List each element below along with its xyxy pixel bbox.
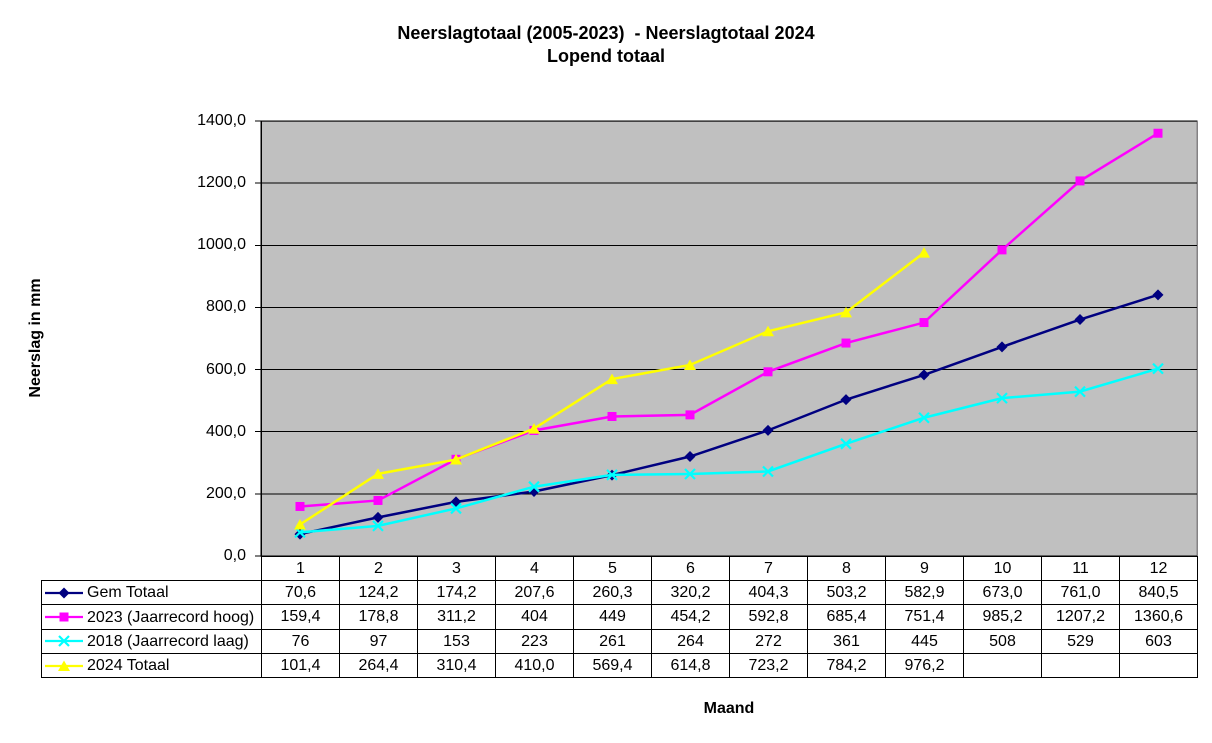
value-cell: 310,4 <box>417 652 496 679</box>
value-cell: 207,6 <box>495 579 574 606</box>
x-axis-title: Maand <box>703 700 755 717</box>
value-cell: 673,0 <box>963 579 1042 606</box>
value-cell: 751,4 <box>885 604 964 630</box>
value-cell: 508 <box>963 628 1042 654</box>
legend-cell: 2018 (Jaarrecord laag) <box>41 628 262 654</box>
value-cell: 761,0 <box>1041 579 1120 606</box>
value-cell: 264,4 <box>339 652 418 679</box>
table-header-row: 1 2 3 4 5 6 7 8 9 10 11 12 <box>42 556 1198 581</box>
value-cell: 685,4 <box>807 604 886 630</box>
value-cell: 1360,6 <box>1119 604 1198 630</box>
value-cell: 454,2 <box>651 604 730 630</box>
month-header-cell: 7 <box>729 556 808 581</box>
value-cell: 569,4 <box>573 652 652 679</box>
value-cell: 1207,2 <box>1041 604 1120 630</box>
series-name-label: 2024 Totaal <box>87 657 170 675</box>
value-cell: 159,4 <box>261 604 340 630</box>
plot-background <box>260 120 1198 557</box>
series-name-label: 2018 (Jaarrecord laag) <box>87 632 249 650</box>
value-cell: 976,2 <box>885 652 964 679</box>
value-cell: 178,8 <box>339 604 418 630</box>
month-header-cell: 2 <box>339 556 418 581</box>
value-cell: 124,2 <box>339 579 418 606</box>
month-header-cell: 1 <box>261 556 340 581</box>
month-header-cell: 6 <box>651 556 730 581</box>
value-cell: 261 <box>573 628 652 654</box>
month-header-cell: 12 <box>1119 556 1198 581</box>
square-marker-icon <box>44 608 84 626</box>
value-cell: 361 <box>807 628 886 654</box>
value-cell: 404,3 <box>729 579 808 606</box>
value-cell: 311,2 <box>417 604 496 630</box>
value-cell: 410,0 <box>495 652 574 679</box>
value-cell: 529 <box>1041 628 1120 654</box>
value-cell: 101,4 <box>261 652 340 679</box>
series-triangle <box>294 247 930 530</box>
month-header-cell: 8 <box>807 556 886 581</box>
chart-title: Neerslagtotaal (2005-2023) - Neerslagtot… <box>397 23 815 43</box>
month-header-cell: 10 <box>963 556 1042 581</box>
value-cell: 272 <box>729 628 808 654</box>
triangle-marker-icon <box>44 657 84 675</box>
value-cell <box>1119 652 1198 679</box>
value-cell: 153 <box>417 628 496 654</box>
value-cell: 784,2 <box>807 652 886 679</box>
month-header-cell: 9 <box>885 556 964 581</box>
value-cell: 592,8 <box>729 604 808 630</box>
y-axis-tick-label: 800,0 <box>205 298 246 316</box>
chart-subtitle: Lopend totaal <box>547 46 665 66</box>
value-cell: 503,2 <box>807 579 886 606</box>
series-name-label: 2023 (Jaarrecord hoog) <box>87 608 255 626</box>
value-cell: 264 <box>651 628 730 654</box>
value-cell: 445 <box>885 628 964 654</box>
series-x <box>294 362 1164 539</box>
data-table: 1 2 3 4 5 6 7 8 9 10 11 12 Gem Totaal 70,6 124,2 174,2 2… <box>41 556 1198 679</box>
month-header-cell: 3 <box>417 556 496 581</box>
value-cell: 582,9 <box>885 579 964 606</box>
value-cell: 985,2 <box>963 604 1042 630</box>
legend-cell: 2024 Totaal <box>41 652 262 679</box>
month-header-cell: 11 <box>1041 556 1120 581</box>
value-cell: 840,5 <box>1119 579 1198 606</box>
value-cell <box>1041 652 1120 679</box>
y-axis-tick-label: 400,0 <box>205 422 246 440</box>
table-row: 2023 (Jaarrecord hoog) 159,4 178,8 311,2 404… <box>41 604 1198 630</box>
value-cell: 614,8 <box>651 652 730 679</box>
value-cell: 174,2 <box>417 579 496 606</box>
legend-cell: Gem Totaal <box>41 579 262 606</box>
series-name-label: Gem Totaal <box>87 584 169 602</box>
value-cell: 449 <box>573 604 652 630</box>
table-row: Gem Totaal 70,6 124,2 174,2 207,6 260,3 320,2 4… <box>41 579 1198 606</box>
table-row: 2018 (Jaarrecord laag) 76 97 153 223 261 264 27… <box>41 628 1198 654</box>
value-cell <box>963 652 1042 679</box>
diamond-marker-icon <box>44 584 84 602</box>
y-axis-tick-label: 200,0 <box>205 484 246 502</box>
month-header-cell: 4 <box>495 556 574 581</box>
x-marker-icon <box>44 632 84 650</box>
value-cell: 320,2 <box>651 579 730 606</box>
value-cell: 70,6 <box>261 579 340 606</box>
value-cell: 260,3 <box>573 579 652 606</box>
month-header-cell: 5 <box>573 556 652 581</box>
y-axis-tick-label: 1000,0 <box>197 236 246 254</box>
value-cell: 723,2 <box>729 652 808 679</box>
plot-area <box>255 120 1198 557</box>
value-cell: 97 <box>339 628 418 654</box>
y-axis-tick-label: 1400,0 <box>197 112 246 129</box>
value-cell: 603 <box>1119 628 1198 654</box>
y-axis-title: Neerslag in mm <box>27 278 44 398</box>
legend-cell: 2023 (Jaarrecord hoog) <box>41 604 262 630</box>
value-cell: 76 <box>261 628 340 654</box>
value-cell: 223 <box>495 628 574 654</box>
y-axis-tick-label: 600,0 <box>205 360 246 378</box>
y-axis-tick-label: 1200,0 <box>197 174 246 192</box>
y-axis-tick-label: 0,0 <box>223 547 246 564</box>
table-row: 2024 Totaal 101,4 264,4 310,4 410,0 569,4 614,… <box>41 652 1198 679</box>
value-cell: 404 <box>495 604 574 630</box>
